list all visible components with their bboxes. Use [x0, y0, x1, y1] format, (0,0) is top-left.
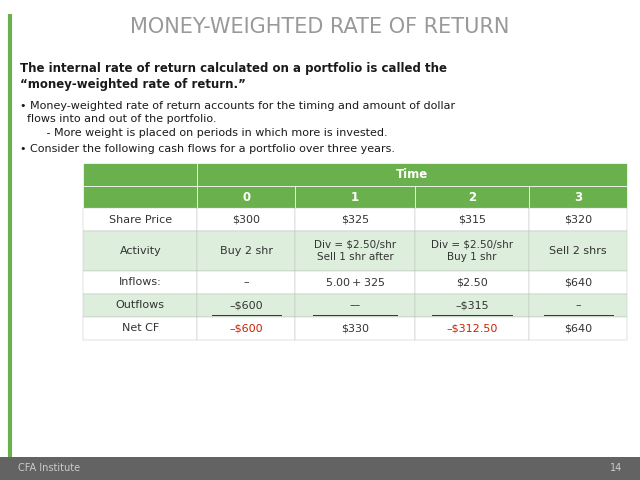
Text: Net CF: Net CF — [122, 324, 159, 333]
Text: “money-weighted rate of return.”: “money-weighted rate of return.” — [20, 78, 246, 91]
Text: –$600: –$600 — [230, 300, 263, 310]
Bar — [83, 271, 197, 294]
Bar — [415, 317, 529, 340]
Bar — [197, 186, 296, 208]
Text: –$315: –$315 — [455, 300, 489, 310]
Bar — [83, 231, 197, 271]
Bar — [197, 294, 296, 317]
Bar — [529, 231, 627, 271]
Text: $320: $320 — [564, 215, 592, 225]
Text: Inflows:: Inflows: — [119, 277, 162, 287]
Bar — [197, 231, 296, 271]
Text: $5.00 + $325: $5.00 + $325 — [325, 276, 385, 288]
Bar — [83, 163, 197, 186]
Text: 0: 0 — [243, 191, 250, 204]
Bar — [197, 271, 296, 294]
Text: • Consider the following cash flows for a portfolio over three years.: • Consider the following cash flows for … — [20, 144, 396, 154]
Bar — [83, 208, 197, 231]
Bar — [529, 294, 627, 317]
Bar — [529, 208, 627, 231]
Bar — [296, 271, 415, 294]
Text: MONEY-WEIGHTED RATE OF RETURN: MONEY-WEIGHTED RATE OF RETURN — [131, 17, 509, 37]
Text: $640: $640 — [564, 324, 592, 333]
Text: Div = $2.50/shr
Sell 1 shr after: Div = $2.50/shr Sell 1 shr after — [314, 240, 396, 262]
Text: $2.50: $2.50 — [456, 277, 488, 287]
Text: 3: 3 — [574, 191, 582, 204]
Text: $330: $330 — [341, 324, 369, 333]
Bar — [296, 186, 415, 208]
Text: - More weight is placed on periods in which more is invested.: - More weight is placed on periods in wh… — [36, 128, 388, 138]
Text: –: – — [575, 300, 581, 310]
Bar — [83, 294, 197, 317]
Bar — [529, 186, 627, 208]
Text: Time: Time — [396, 168, 428, 181]
Bar — [0, 457, 640, 480]
Bar — [296, 294, 415, 317]
Text: Activity: Activity — [120, 246, 161, 256]
Text: Share Price: Share Price — [109, 215, 172, 225]
Bar — [197, 208, 296, 231]
Bar — [296, 208, 415, 231]
Bar — [296, 231, 415, 271]
Text: CFA Institute: CFA Institute — [18, 464, 80, 473]
Text: –: – — [244, 277, 249, 287]
Bar — [296, 317, 415, 340]
Text: 1: 1 — [351, 191, 359, 204]
Text: $325: $325 — [341, 215, 369, 225]
Text: $640: $640 — [564, 277, 592, 287]
Bar — [415, 294, 529, 317]
Text: Buy 2 shr: Buy 2 shr — [220, 246, 273, 256]
Text: 2: 2 — [468, 191, 476, 204]
Bar — [415, 271, 529, 294]
Bar — [529, 317, 627, 340]
Text: –$600: –$600 — [230, 324, 263, 333]
Text: Outflows: Outflows — [116, 300, 165, 310]
Text: Div = $2.50/shr
Buy 1 shr: Div = $2.50/shr Buy 1 shr — [431, 240, 513, 262]
Text: The internal rate of return calculated on a portfolio is called the: The internal rate of return calculated o… — [20, 62, 447, 75]
Text: Sell 2 shrs: Sell 2 shrs — [549, 246, 607, 256]
Bar — [415, 231, 529, 271]
Text: ––: –– — [349, 300, 361, 310]
Text: • Money-weighted rate of return accounts for the timing and amount of dollar: • Money-weighted rate of return accounts… — [20, 101, 456, 111]
Bar — [529, 271, 627, 294]
Text: $315: $315 — [458, 215, 486, 225]
Text: 14: 14 — [610, 464, 622, 473]
Bar — [197, 163, 627, 186]
Text: –$312.50: –$312.50 — [447, 324, 498, 333]
Bar — [83, 317, 197, 340]
Text: flows into and out of the portfolio.: flows into and out of the portfolio. — [20, 114, 217, 124]
Bar — [83, 186, 197, 208]
Bar — [197, 317, 296, 340]
Text: $300: $300 — [232, 215, 260, 225]
Bar — [415, 208, 529, 231]
Bar — [415, 186, 529, 208]
